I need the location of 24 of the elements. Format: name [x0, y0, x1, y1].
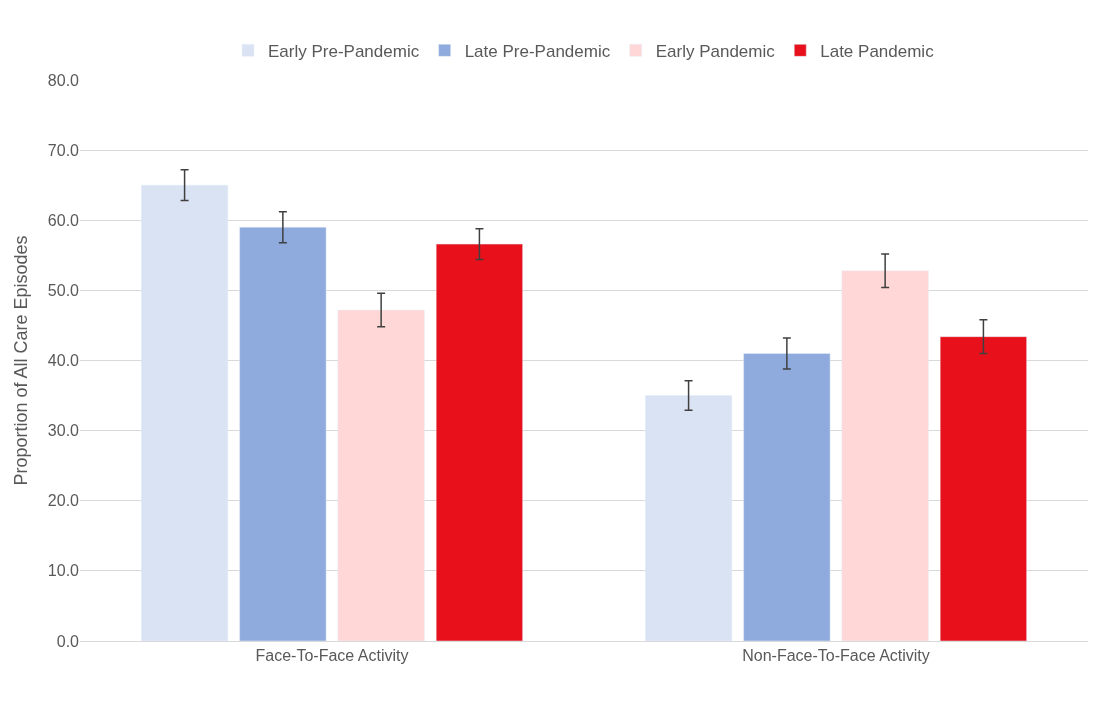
y-tick-label: 30.0 [47, 422, 80, 440]
legend-label: Late Pre-Pandemic [464, 41, 611, 61]
bar [239, 227, 327, 641]
legend-label: Early Pandemic [655, 41, 776, 61]
bar [841, 270, 929, 641]
bar [645, 395, 733, 641]
bar [141, 184, 229, 641]
y-tick-label: 60.0 [47, 211, 80, 229]
y-tick-label: 20.0 [47, 492, 80, 510]
x-tick-label: Face-To-Face Activity [255, 647, 409, 665]
bar [435, 243, 523, 641]
y-tick-label: 10.0 [47, 562, 80, 580]
y-tick-label: 50.0 [47, 281, 80, 299]
legend-label: Early Pre-Pandemic [268, 41, 420, 61]
bar [939, 336, 1027, 641]
y-tick-label: 40.0 [47, 352, 80, 370]
y-tick-label: 0.0 [56, 632, 80, 650]
x-tick-label: Non-Face-To-Face Activity [742, 647, 930, 665]
bar [337, 309, 425, 641]
legend-label: Late Pandemic [820, 41, 935, 61]
y-tick-label: 70.0 [47, 141, 80, 159]
bar [743, 353, 831, 641]
y-tick-label: 80.0 [47, 71, 80, 89]
y-axis-title: Proportion of All Care Episodes [11, 235, 32, 486]
